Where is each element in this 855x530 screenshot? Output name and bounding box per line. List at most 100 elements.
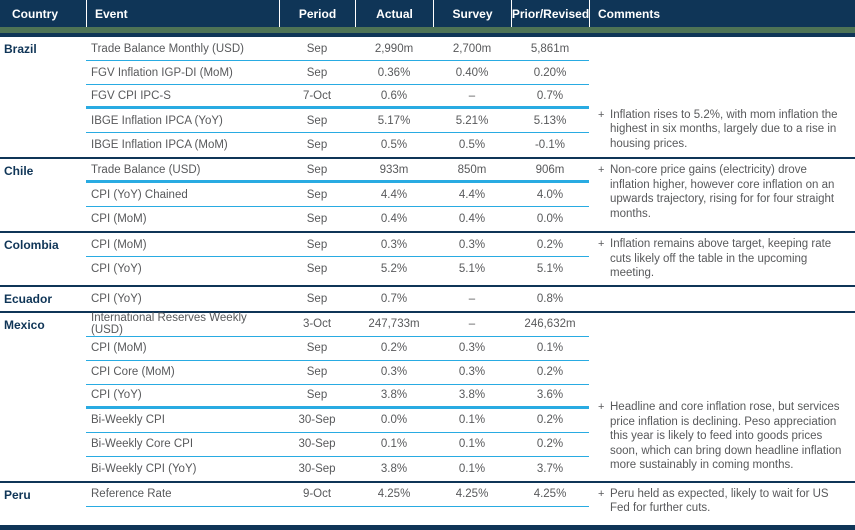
prior-value: 0.2% — [536, 438, 564, 450]
event-name: Trade Balance Monthly (USD) — [91, 42, 244, 55]
column-header-survey: Survey — [433, 0, 511, 27]
actual-value: 247,733m — [368, 318, 420, 330]
country-label: Mexico — [4, 317, 45, 332]
prior-value: 0.7% — [536, 89, 564, 102]
column-header-event: Event — [86, 0, 279, 27]
period-value: Sep — [306, 139, 328, 151]
survey-value: 2,700m — [452, 42, 492, 55]
country-label: Brazil — [4, 42, 37, 56]
survey-value: 4.25% — [455, 488, 489, 500]
prior-value: 4.25% — [533, 488, 567, 500]
survey-value: 5.1% — [458, 263, 486, 275]
prior-value: 0.2% — [536, 366, 564, 378]
column-header-country: Country — [12, 6, 58, 21]
survey-value: – — [468, 89, 476, 102]
event-name: International Reserves Weekly (USD) — [91, 312, 247, 336]
plus-bullet-icon: + — [598, 401, 605, 413]
period-value: 30-Sep — [298, 462, 336, 475]
period-value: 30-Sep — [298, 414, 336, 426]
actual-value: 0.36% — [377, 66, 411, 79]
period-value: Sep — [306, 114, 328, 127]
period-value: Sep — [306, 213, 328, 225]
event-rows: CPI (MoM) Sep 0.3% 0.3% 0.2% CPI (YoY) S… — [86, 233, 589, 285]
comment-cell: + Inflation remains above target, keepin… — [589, 233, 855, 285]
column-header-prior-revised: Prior/Revised — [511, 0, 589, 27]
prior-value: 0.1% — [536, 342, 564, 354]
event-row: FGV CPI IPC-S 7-Oct 0.6% – 0.7% — [86, 85, 589, 109]
event-rows: CPI (YoY) Sep 0.7% – 0.8% — [86, 287, 589, 311]
comment-item: + Peru held as expected, likely to wait … — [598, 487, 849, 516]
period-value: Sep — [306, 238, 328, 251]
country-group: Peru Reference Rate 9-Oct 4.25% 4.25% 4.… — [0, 483, 855, 525]
comment-cell: + Inflation rises to 5.2%, with mom infl… — [589, 37, 855, 157]
country-group: Brazil Trade Balance Monthly (USD) Sep 2… — [0, 37, 855, 159]
event-name: IBGE Inflation IPCA (YoY) — [91, 114, 223, 127]
event-name: CPI (YoY) — [91, 389, 142, 401]
actual-value: 0.6% — [380, 89, 408, 102]
actual-value: 5.17% — [377, 114, 411, 127]
event-rows: Reference Rate 9-Oct 4.25% 4.25% 4.25% — [86, 483, 589, 525]
survey-value: 0.3% — [458, 238, 486, 251]
actual-value: 3.8% — [380, 389, 408, 401]
plus-bullet-icon: + — [598, 487, 605, 500]
survey-value: 5.21% — [455, 114, 489, 127]
event-name: Bi-Weekly CPI (YoY) — [91, 462, 197, 475]
comment-cell: + Peru held as expected, likely to wait … — [589, 483, 855, 525]
event-row: FGV Inflation IGP-DI (MoM) Sep 0.36% 0.4… — [86, 61, 589, 85]
prior-value: 0.2% — [536, 414, 564, 426]
event-row: CPI (YoY) Sep 3.8% 3.8% 3.6% — [86, 385, 589, 409]
event-row: CPI (MoM) Sep 0.3% 0.3% 0.2% — [86, 233, 589, 257]
actual-value: 0.4% — [380, 213, 408, 225]
comment-text: Inflation rises to 5.2%, with mom inflat… — [610, 108, 838, 150]
survey-value: 0.40% — [455, 66, 489, 79]
comment-cell: + Non-core price gains (electricity) dro… — [589, 159, 855, 231]
country-group: Ecuador CPI (YoY) Sep 0.7% – 0.8% — [0, 287, 855, 313]
country-group: Colombia CPI (MoM) Sep 0.3% 0.3% 0.2% CP… — [0, 233, 855, 287]
event-name: IBGE Inflation IPCA (MoM) — [91, 139, 228, 151]
period-value: 3-Oct — [302, 318, 332, 330]
actual-value: 0.3% — [380, 366, 408, 378]
actual-value: 0.0% — [380, 414, 408, 426]
actual-value: 3.8% — [380, 462, 408, 475]
country-group: Chile Trade Balance (USD) Sep 933m 850m … — [0, 159, 855, 233]
comment-text: Headline and core inflation rose, but se… — [610, 401, 842, 471]
survey-value: 0.5% — [458, 139, 486, 151]
survey-value: 4.4% — [458, 188, 486, 201]
period-value: Sep — [306, 342, 328, 354]
period-value: 7-Oct — [302, 89, 332, 102]
survey-value: 850m — [457, 163, 487, 176]
event-row: CPI (MoM) Sep 0.4% 0.4% 0.0% — [86, 207, 589, 231]
actual-value: 0.2% — [380, 342, 408, 354]
prior-value: 0.20% — [533, 66, 567, 79]
actual-value: 933m — [379, 163, 409, 176]
actual-value: 4.25% — [377, 488, 411, 500]
column-header-period: Period — [279, 0, 355, 27]
actual-value: 5.2% — [380, 263, 408, 275]
event-row: Bi-Weekly CPI 30-Sep 0.0% 0.1% 0.2% — [86, 409, 589, 433]
period-value: Sep — [306, 163, 328, 176]
survey-value: 0.4% — [458, 213, 486, 225]
country-label: Colombia — [4, 238, 59, 252]
event-name: CPI Core (MoM) — [91, 366, 175, 378]
event-name: CPI (MoM) — [91, 342, 147, 354]
table-body: Brazil Trade Balance Monthly (USD) Sep 2… — [0, 37, 855, 525]
event-row: Reference Rate 9-Oct 4.25% 4.25% 4.25% — [86, 483, 589, 507]
plus-bullet-icon: + — [598, 164, 605, 176]
table-header: Country Event Period Actual Survey Prior… — [0, 0, 855, 27]
survey-value: – — [468, 292, 476, 305]
period-value: Sep — [306, 263, 328, 275]
event-name: Bi-Weekly Core CPI — [91, 438, 194, 450]
period-value: Sep — [306, 366, 328, 378]
event-row: CPI (YoY) Sep 5.2% 5.1% 5.1% — [86, 257, 589, 281]
event-row: Trade Balance (USD) Sep 933m 850m 906m — [86, 159, 589, 183]
actual-value: 0.1% — [380, 438, 408, 450]
event-row: IBGE Inflation IPCA (MoM) Sep 0.5% 0.5% … — [86, 133, 589, 157]
column-header-actual: Actual — [355, 0, 433, 27]
comment-item: + Headline and core inflation rose, but … — [598, 400, 849, 473]
survey-value: – — [468, 318, 476, 330]
period-value: Sep — [306, 188, 328, 201]
event-name: CPI (YoY) Chained — [91, 188, 188, 201]
comment-text: Peru held as expected, likely to wait fo… — [610, 487, 829, 515]
event-name: Bi-Weekly CPI — [91, 414, 165, 426]
survey-value: 0.3% — [458, 342, 486, 354]
